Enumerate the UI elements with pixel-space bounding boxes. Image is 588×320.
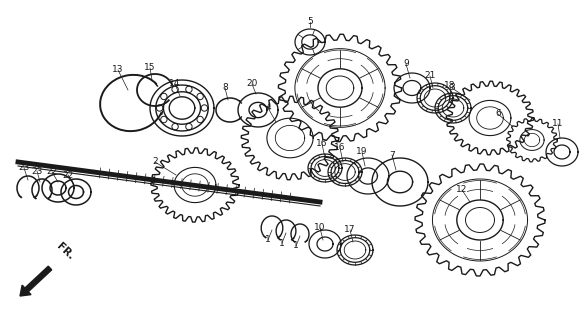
Text: 19: 19	[356, 148, 368, 156]
Text: 15: 15	[144, 63, 156, 73]
Text: 9: 9	[403, 60, 409, 68]
Text: 16: 16	[334, 143, 346, 153]
Text: 14: 14	[169, 79, 181, 89]
Text: 1: 1	[265, 236, 271, 244]
Text: 22: 22	[62, 171, 74, 180]
FancyArrow shape	[20, 266, 52, 296]
Text: 3: 3	[449, 84, 455, 92]
Text: 7: 7	[389, 150, 395, 159]
Text: 12: 12	[456, 186, 467, 195]
Text: 1: 1	[279, 238, 285, 247]
Text: 18: 18	[445, 82, 456, 91]
Text: 11: 11	[552, 119, 564, 129]
Text: 21: 21	[425, 71, 436, 81]
Text: 17: 17	[344, 226, 356, 235]
Text: 23: 23	[18, 164, 29, 172]
Text: 2: 2	[152, 157, 158, 166]
Text: 22: 22	[46, 167, 58, 177]
Text: FR.: FR.	[55, 242, 76, 262]
Text: 6: 6	[495, 109, 501, 118]
Text: 8: 8	[222, 84, 228, 92]
Text: 23: 23	[31, 166, 43, 175]
Text: 1: 1	[293, 242, 299, 251]
Text: 5: 5	[307, 18, 313, 27]
Text: 16: 16	[316, 140, 328, 148]
Text: 4: 4	[265, 103, 271, 113]
Text: 13: 13	[112, 66, 123, 75]
Text: 20: 20	[246, 79, 258, 89]
Text: 10: 10	[314, 223, 326, 233]
